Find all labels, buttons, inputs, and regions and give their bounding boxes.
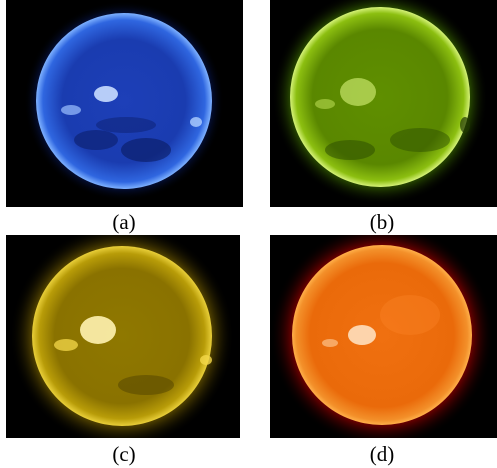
solar-image-c bbox=[6, 235, 240, 438]
solar-image-d bbox=[270, 235, 497, 438]
sun-disk-blue bbox=[6, 0, 243, 207]
sun-disk-orange bbox=[270, 235, 497, 438]
caption-a: (a) bbox=[112, 210, 136, 234]
caption-d: (d) bbox=[369, 442, 395, 466]
sun-disk-yellow bbox=[6, 235, 240, 438]
caption-b: (b) bbox=[369, 210, 395, 234]
caption-c: (c) bbox=[112, 442, 136, 466]
solar-image-b bbox=[270, 0, 497, 207]
solar-image-a bbox=[6, 0, 243, 207]
sun-disk-green bbox=[270, 0, 497, 207]
